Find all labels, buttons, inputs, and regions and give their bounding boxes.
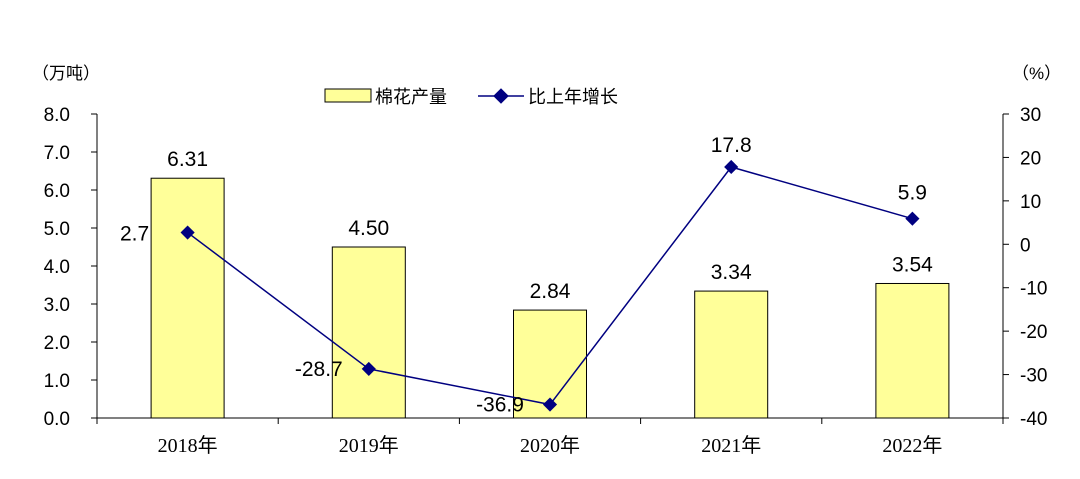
line-data-labels: 2.7 -28.7 -36.9 17.8 5.9 bbox=[120, 134, 927, 417]
x-tick-label: 2020年 bbox=[520, 434, 580, 457]
bar bbox=[331, 246, 406, 419]
bar-data-label: 6.31 bbox=[167, 148, 208, 171]
left-tick-label: 0.0 bbox=[44, 409, 70, 430]
left-tick-label: 6.0 bbox=[44, 181, 70, 202]
line-data-label: 2.7 bbox=[120, 223, 149, 246]
line-marker bbox=[905, 211, 920, 226]
line-data-label: -36.9 bbox=[476, 394, 524, 417]
bar-data-label: 2.84 bbox=[530, 280, 571, 303]
left-tick-label: 2.0 bbox=[44, 333, 70, 354]
line-data-label: -28.7 bbox=[295, 358, 343, 381]
bar-data-labels: 6.31 4.50 2.84 3.34 3.54 bbox=[167, 148, 933, 303]
left-tick-label: 4.0 bbox=[44, 257, 70, 278]
right-tick-label: 20 bbox=[1020, 148, 1041, 169]
left-tick-label: 5.0 bbox=[44, 219, 70, 240]
bar bbox=[150, 177, 225, 419]
x-tick-label: 2019年 bbox=[339, 434, 399, 457]
bar bbox=[875, 282, 950, 419]
right-tick-label: -20 bbox=[1020, 322, 1047, 343]
bar-series bbox=[150, 177, 950, 419]
line-data-label: 5.9 bbox=[898, 182, 927, 205]
line-data-label: 17.8 bbox=[711, 134, 752, 157]
line-marker bbox=[180, 225, 195, 240]
line-series bbox=[180, 159, 920, 412]
bar-data-label: 3.54 bbox=[892, 253, 933, 276]
legend-bar-label: 棉花产量 bbox=[375, 87, 447, 107]
right-axis-unit: （%） bbox=[1012, 64, 1061, 83]
right-tick-label: -30 bbox=[1020, 366, 1047, 387]
legend-line-marker bbox=[493, 88, 509, 104]
x-tick-label: 2022年 bbox=[882, 434, 942, 457]
x-axis: 2018年 2019年 2020年 2021年 2022年 bbox=[96, 417, 1004, 457]
right-axis: -40 -30 -20 -10 0 10 20 30 bbox=[1002, 105, 1047, 430]
legend-line-label: 比上年增长 bbox=[528, 87, 618, 107]
line-marker bbox=[542, 397, 558, 412]
left-tick-label: 7.0 bbox=[44, 143, 70, 164]
line-marker bbox=[361, 361, 376, 376]
right-tick-label: 30 bbox=[1020, 105, 1041, 126]
left-axis: 0.0 1.0 2.0 3.0 4.0 5.0 6.0 7.0 8.0 bbox=[44, 105, 98, 430]
right-tick-label: -10 bbox=[1020, 279, 1047, 300]
left-tick-label: 8.0 bbox=[44, 105, 70, 126]
bar-data-label: 4.50 bbox=[348, 217, 389, 240]
x-tick-label: 2021年 bbox=[701, 434, 761, 457]
left-tick-label: 1.0 bbox=[44, 371, 70, 392]
right-tick-label: 10 bbox=[1020, 192, 1041, 213]
right-tick-label: -40 bbox=[1020, 409, 1047, 430]
bar-data-label: 3.34 bbox=[711, 261, 752, 284]
line-marker bbox=[724, 159, 739, 175]
legend-bar-swatch bbox=[324, 88, 372, 103]
left-tick-label: 3.0 bbox=[44, 295, 70, 316]
legend: 棉花产量 比上年增长 bbox=[324, 87, 618, 107]
x-tick-label: 2018年 bbox=[158, 434, 218, 457]
right-tick-label: 0 bbox=[1020, 235, 1031, 256]
left-axis-unit: （万吨） bbox=[32, 64, 100, 83]
bar bbox=[694, 290, 769, 419]
